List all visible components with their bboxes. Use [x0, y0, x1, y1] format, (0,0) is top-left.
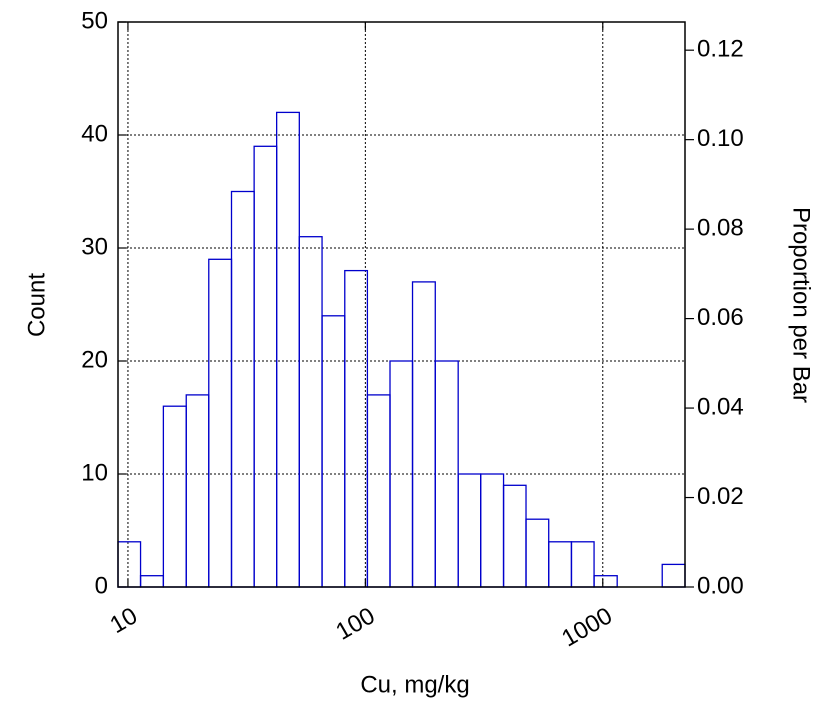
bar: [139, 575, 165, 588]
y-tick-label: 30: [81, 233, 108, 260]
bar: [411, 281, 436, 588]
bar: [570, 541, 595, 588]
bar: [321, 315, 346, 588]
y2-axis-label: Proportion per Bar: [788, 207, 815, 403]
bar: [525, 518, 550, 588]
y-tick-label: 40: [81, 120, 108, 147]
y-tick-label: 50: [81, 7, 108, 34]
bar: [502, 484, 527, 588]
bar: [457, 473, 482, 588]
bar: [276, 111, 300, 588]
bar: [344, 269, 369, 588]
bar: [593, 575, 618, 588]
x-axis-label: Cu, mg/kg: [360, 671, 469, 698]
y2-tick-label: 0.04: [697, 393, 744, 420]
bar: [480, 473, 505, 588]
bar: [162, 405, 187, 588]
bar: [185, 394, 210, 588]
bar: [298, 236, 323, 588]
bar: [253, 145, 278, 588]
bar: [661, 563, 686, 588]
bar: [548, 541, 573, 588]
y2-tick-label: 0.02: [697, 483, 744, 510]
x-tick-label: 10: [105, 602, 142, 639]
bar: [117, 541, 142, 588]
bar: [366, 394, 391, 588]
x-tick-label: 100: [331, 602, 379, 645]
x-tick-label: 1000: [557, 602, 617, 652]
bar: [208, 258, 233, 588]
y-tick-label: 10: [81, 459, 108, 486]
bar: [230, 190, 255, 588]
y2-tick-label: 0.12: [697, 36, 744, 63]
y2-tick-label: 0.08: [697, 214, 744, 241]
y-axis-label: Count: [23, 273, 50, 337]
y2-tick-label: 0.10: [697, 125, 744, 152]
y-tick-label: 20: [81, 346, 108, 373]
bar: [389, 360, 414, 588]
plot-frame: [117, 21, 686, 588]
y-tick-label: 0: [95, 572, 108, 599]
y2-tick-label: 0.00: [697, 572, 744, 599]
y2-tick-label: 0.06: [697, 304, 744, 331]
